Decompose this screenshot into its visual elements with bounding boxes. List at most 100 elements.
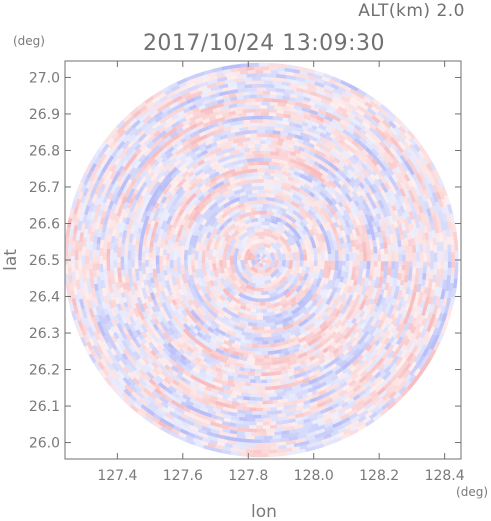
- radar-cell: [268, 354, 275, 359]
- radar-cell: [157, 293, 165, 305]
- radar-cell: [217, 155, 229, 164]
- radar-cell: [119, 261, 125, 271]
- radar-cell: [303, 159, 315, 168]
- radar-cell: [298, 192, 310, 202]
- radar-cell: [310, 260, 315, 267]
- radar-cell: [172, 224, 180, 236]
- y-tick-label: 27.0: [29, 70, 60, 86]
- radar-cell: [212, 269, 219, 278]
- radar-cell: [151, 258, 157, 270]
- radar-cell: [145, 182, 155, 194]
- radar-cell: [301, 228, 308, 236]
- radar-cell: [276, 209, 284, 216]
- radar-cell: [222, 339, 233, 348]
- radar-cell: [229, 178, 237, 186]
- radar-cell: [285, 299, 293, 307]
- radar-cell: [212, 232, 219, 240]
- radar-cell: [272, 326, 285, 334]
- radar-cell: [289, 244, 297, 254]
- radar-cell: [269, 260, 277, 269]
- radar-cell: [340, 283, 347, 292]
- radar-cell: [176, 250, 181, 258]
- radar-cell: [272, 179, 284, 186]
- radar-cell: [165, 259, 171, 267]
- radar-cell: [228, 386, 240, 393]
- radar-cell: [257, 298, 265, 303]
- chart-title: 2017/10/24 13:09:30: [143, 31, 385, 56]
- radar-cell: [198, 240, 205, 252]
- radar-cell: [251, 326, 259, 331]
- radar-cell: [215, 215, 224, 223]
- radar-cell: [168, 301, 177, 312]
- radar-cell: [384, 303, 392, 315]
- radar-cell: [288, 324, 301, 333]
- radar-cell: [208, 293, 218, 304]
- radar-cell: [255, 262, 261, 268]
- radar-cell: [294, 216, 303, 224]
- radar-cell: [232, 247, 240, 257]
- radar-cell: [158, 263, 164, 273]
- radar-cell: [162, 222, 170, 233]
- radar-cell: [181, 322, 191, 332]
- radar-cell: [221, 323, 234, 333]
- radar-cell: [307, 305, 319, 316]
- radar-cell: [295, 251, 301, 261]
- radar-cell: [323, 277, 330, 286]
- radar-cell: [366, 186, 375, 197]
- radar-cell: [380, 214, 387, 225]
- radar-cell: [363, 277, 370, 288]
- radar-cell: [195, 292, 205, 304]
- radar-cell: [144, 192, 153, 203]
- radar-cell: [131, 293, 139, 305]
- radar-cell: [173, 297, 182, 306]
- radar-cell: [270, 237, 279, 245]
- radar-cell: [284, 304, 293, 312]
- radar-cell: [182, 298, 190, 307]
- radar-cell: [229, 213, 238, 221]
- radar-cell: [214, 335, 225, 344]
- radar-cell: [290, 212, 298, 220]
- radar-cell: [334, 300, 344, 311]
- radar-cell: [332, 239, 339, 252]
- radar-cell: [219, 301, 228, 309]
- radar-cell: [251, 365, 262, 370]
- radar-cell: [232, 263, 240, 273]
- radar-cell: [200, 325, 211, 336]
- radar-cell: [197, 222, 205, 231]
- radar-cell: [264, 246, 274, 254]
- radar-cell: [344, 353, 355, 364]
- radar-cell: [267, 164, 276, 170]
- radar-cell: [222, 267, 230, 278]
- radar-cell: [246, 259, 253, 269]
- radar-cell: [309, 170, 320, 179]
- radar-cell: [282, 192, 290, 199]
- radar-cell: [181, 235, 188, 247]
- radar-cell: [218, 353, 229, 361]
- radar-cell: [178, 223, 185, 232]
- radar-cell: [353, 294, 362, 306]
- radar-cell: [330, 364, 342, 374]
- radar-cell: [250, 259, 256, 267]
- radar-cell: [227, 194, 236, 202]
- radar-cell: [250, 238, 262, 245]
- radar-cell: [379, 242, 385, 251]
- radar-cell: [256, 167, 267, 173]
- radar-cell: [219, 235, 226, 243]
- radar-cell: [327, 253, 333, 261]
- radar-cell: [315, 277, 323, 289]
- radar-cell: [205, 280, 212, 289]
- radar-cell: [257, 235, 266, 240]
- radar-cell: [292, 228, 300, 236]
- radar-cell: [171, 291, 179, 300]
- radar-cell: [220, 272, 228, 281]
- radar-cell: [207, 303, 216, 312]
- radar-cell: [183, 259, 189, 271]
- radar-cell: [244, 275, 253, 283]
- radar-cell: [176, 256, 181, 263]
- radar-cell: [202, 155, 212, 163]
- radar-cell: [335, 286, 342, 295]
- radar-cell: [167, 151, 179, 162]
- radar-cell: [179, 283, 186, 291]
- radar-cell: [281, 267, 289, 277]
- radar-cell: [338, 260, 343, 271]
